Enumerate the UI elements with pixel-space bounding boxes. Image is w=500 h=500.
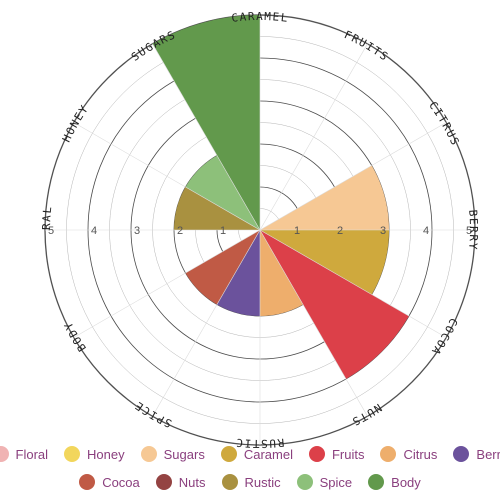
legend-swatch xyxy=(64,446,81,462)
spoke xyxy=(152,229,261,417)
tick-label: 5 xyxy=(466,225,472,237)
legend-swatch xyxy=(0,446,9,462)
axis-label-caramel: CARAMEL xyxy=(231,10,290,25)
slice-body xyxy=(152,15,260,230)
axis-label-body: BODY xyxy=(61,319,89,354)
spoke xyxy=(73,122,261,231)
axis-label-honey: HONEY xyxy=(60,102,92,144)
axis-label-rustic: RUSTIC xyxy=(234,436,285,450)
axis-label-nuts: NUTS xyxy=(349,401,384,429)
legend-swatch xyxy=(368,474,385,490)
legend-swatch xyxy=(220,446,237,462)
radial-spokes xyxy=(45,15,475,445)
radial-tick-labels: 1 1 2 2 3 3 4 4 5 5 xyxy=(48,225,472,237)
spoke xyxy=(152,43,261,231)
tick-label: 4 xyxy=(91,225,97,237)
slice-rustic xyxy=(174,187,260,230)
slice-citrus xyxy=(260,230,303,316)
legend-swatch xyxy=(453,446,470,462)
tick-label: 2 xyxy=(177,225,183,237)
slice-caramel xyxy=(260,230,389,295)
legend-item-nuts[interactable]: Nuts xyxy=(155,474,206,490)
legend-label: Body xyxy=(391,474,421,490)
spoke xyxy=(259,229,368,417)
legend-label: Rustic xyxy=(244,474,281,490)
legend-swatch xyxy=(308,446,325,462)
legend-label: Fruits xyxy=(331,446,365,462)
axis-label-floral: FLORAL xyxy=(0,0,54,230)
legend-label: Spice xyxy=(319,474,353,490)
legend-label: Nuts xyxy=(178,474,206,490)
legend-item-sugars[interactable]: Sugars xyxy=(140,446,205,462)
spoke xyxy=(259,122,447,231)
legend-item-caramel[interactable]: Caramel xyxy=(220,446,293,462)
tick-label: 4 xyxy=(423,225,429,237)
slice-sugars xyxy=(260,165,389,230)
legend-label: Berry xyxy=(476,446,500,462)
legend-label: Cocoa xyxy=(102,474,140,490)
slice-fruits xyxy=(260,230,409,379)
legend-item-spice[interactable]: Spice xyxy=(296,474,353,490)
legend-swatch xyxy=(155,474,172,490)
legend-item-berry[interactable]: Berry xyxy=(453,446,500,462)
legend-item-floral[interactable]: Floral xyxy=(0,446,48,462)
legend-swatch xyxy=(140,446,157,462)
tick-label: 3 xyxy=(134,225,140,237)
legend-item-citrus[interactable]: Citrus xyxy=(380,446,437,462)
legend-label: Floral xyxy=(15,446,49,462)
slice-berry xyxy=(217,230,260,316)
legend-label: Citrus xyxy=(403,446,438,462)
chart-slices xyxy=(152,15,409,379)
legend-item-fruits[interactable]: Fruits xyxy=(308,446,365,462)
legend: Floral Honey Sugars Caramel Fruits Citrus Berr… xyxy=(0,440,500,496)
slice-spice xyxy=(185,155,260,230)
tick-label: 3 xyxy=(380,225,386,237)
legend-item-rustic[interactable]: Rustic xyxy=(221,474,281,490)
legend-item-honey[interactable]: Honey xyxy=(64,446,125,462)
legend-label: Honey xyxy=(87,446,125,462)
legend-item-cocoa[interactable]: Cocoa xyxy=(79,474,140,490)
spoke xyxy=(73,229,261,338)
legend-item-body[interactable]: Body xyxy=(368,474,421,490)
legend-row: Floral Honey Sugars Caramel Fruits Citrus Berr… xyxy=(0,440,500,468)
legend-swatch xyxy=(221,474,238,490)
axis-label-cocoa: COCOA xyxy=(428,316,460,358)
legend-row: Cocoa Nuts Rustic Spice Body xyxy=(0,468,500,496)
tick-label: 1 xyxy=(294,225,300,237)
legend-label: Caramel xyxy=(243,446,293,462)
legend-swatch xyxy=(296,474,313,490)
legend-swatch xyxy=(79,474,96,490)
tick-label: 5 xyxy=(48,225,54,237)
tick-label: 1 xyxy=(220,225,226,237)
spoke xyxy=(259,43,368,231)
axis-label-berry: BERRY xyxy=(466,209,480,251)
slice-cocoa xyxy=(185,230,260,305)
axis-label-spice: SPICE xyxy=(132,398,174,430)
legend-label: Sugars xyxy=(163,446,205,462)
tick-label: 2 xyxy=(337,225,343,237)
spoke xyxy=(259,229,447,338)
legend-swatch xyxy=(380,446,397,462)
